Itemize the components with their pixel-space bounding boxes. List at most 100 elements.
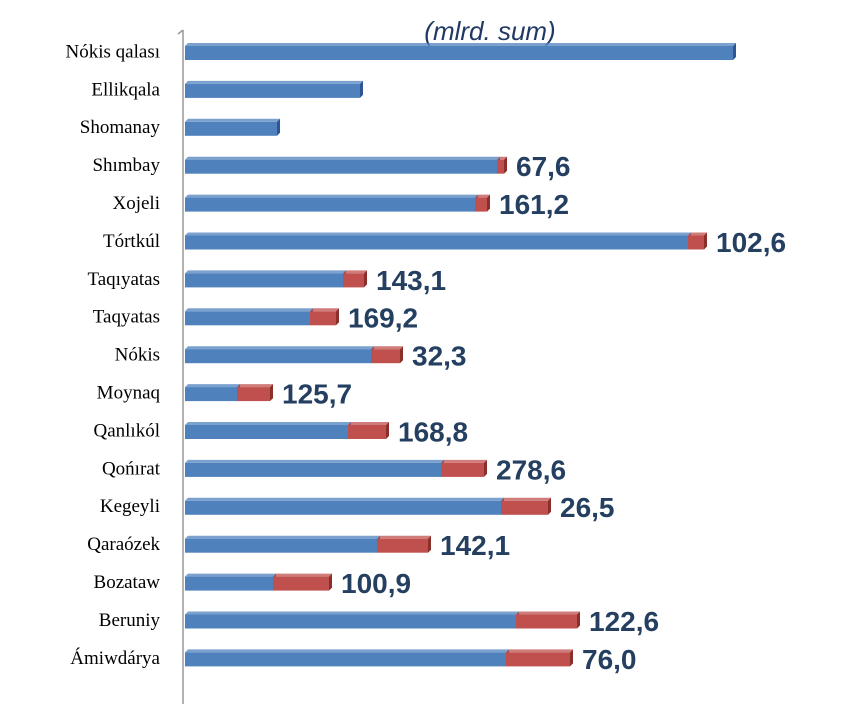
bar-top — [185, 232, 691, 236]
bar-top — [185, 346, 374, 350]
bar-top — [185, 611, 519, 615]
bar-segment — [185, 235, 688, 250]
bar-top — [377, 535, 431, 539]
bar-segment — [310, 311, 336, 326]
bar-segment — [185, 500, 501, 515]
bar-side — [428, 535, 431, 553]
bar-top — [185, 194, 478, 198]
bar-top — [475, 194, 490, 198]
bar-segment — [185, 197, 475, 212]
category-label: Ámiwdárya — [70, 647, 160, 669]
bar-side — [548, 497, 551, 515]
bar-segment — [348, 425, 386, 439]
category-label: Nókis — [115, 345, 160, 366]
bar-segment — [185, 159, 497, 174]
bar-side — [504, 156, 507, 174]
bar-top — [185, 270, 346, 274]
bar-segment — [185, 614, 516, 629]
bar-top — [516, 611, 580, 615]
data-label: 122,6 — [589, 606, 659, 637]
bar-segment — [273, 576, 329, 591]
bar-side — [704, 232, 707, 250]
bar-segment — [506, 652, 570, 667]
category-label: Bozataw — [94, 572, 161, 593]
data-label: 76,0 — [582, 644, 637, 675]
bar-side — [570, 649, 573, 667]
bar-side — [577, 611, 580, 629]
bar-top — [688, 232, 707, 236]
data-label: 100,9 — [341, 568, 411, 599]
bar-segment — [185, 46, 733, 60]
bar-segment — [516, 614, 577, 629]
data-label: 161,2 — [499, 189, 569, 220]
bar-top — [185, 118, 280, 122]
bar-top — [185, 573, 276, 577]
bar-segment — [185, 538, 377, 553]
bar-side — [270, 384, 273, 402]
data-label: 125,7 — [282, 378, 352, 409]
bar-top — [185, 497, 504, 501]
category-label: Shomanay — [80, 117, 161, 138]
bar-segment — [185, 387, 237, 402]
bar-top — [273, 573, 332, 577]
bar-top — [348, 422, 389, 425]
data-label: 67,6 — [516, 151, 571, 182]
bar-side — [400, 346, 403, 364]
data-label: 143,1 — [376, 265, 446, 296]
category-label: Shımbay — [92, 155, 160, 176]
axis-line-3d — [177, 29, 184, 35]
bar-side — [733, 43, 736, 60]
category-label: Qanlıkól — [94, 420, 161, 441]
category-label: Taqyatas — [93, 307, 160, 328]
data-label: 278,6 — [496, 454, 566, 485]
bar-top — [343, 270, 367, 274]
bar-top — [185, 422, 351, 425]
category-label: Kegeyli — [100, 496, 160, 517]
bar-top — [441, 459, 487, 463]
category-label: Beruniy — [99, 610, 161, 631]
category-label: Tórtkúl — [103, 231, 160, 252]
bar-top — [371, 346, 403, 350]
bar-top — [185, 459, 444, 463]
bar-segment — [185, 349, 371, 364]
bar-segment — [475, 197, 487, 212]
bar-top — [185, 535, 380, 539]
bar-side — [329, 573, 332, 591]
bar-segment — [185, 121, 277, 136]
category-label: Xojeli — [113, 193, 161, 214]
bar-top — [310, 308, 339, 312]
bar-segment — [185, 311, 310, 326]
bar-segment — [185, 83, 360, 98]
bar-top — [501, 497, 551, 501]
bar-side — [364, 270, 367, 288]
bar-segment — [185, 462, 441, 477]
data-label: 102,6 — [716, 227, 786, 258]
bar-side — [484, 459, 487, 477]
bar-segment — [501, 500, 548, 515]
data-label: 169,2 — [348, 303, 418, 334]
bar-segment — [237, 387, 270, 402]
subtitle: (mlrd. sum) — [424, 16, 555, 46]
category-label: Nókis qalası — [66, 41, 160, 62]
bar-segment — [497, 159, 504, 174]
bar-segment — [185, 425, 348, 439]
bar-top — [185, 649, 509, 653]
data-label: 26,5 — [560, 492, 615, 523]
data-label: 168,8 — [398, 416, 468, 447]
bar-side — [487, 194, 490, 212]
bar-top — [237, 384, 273, 388]
bar-side — [386, 422, 389, 439]
bar-top — [185, 308, 313, 312]
bar-top — [185, 43, 736, 46]
category-label: Qaraózek — [87, 534, 160, 555]
bar-segment — [441, 462, 484, 477]
bar-top — [185, 156, 500, 160]
bar-top — [185, 384, 240, 388]
category-label: Taqıyatas — [87, 269, 160, 290]
data-label: 32,3 — [412, 341, 467, 372]
data-label: 142,1 — [440, 530, 510, 561]
bar-segment — [185, 273, 343, 288]
bar-segment — [377, 538, 428, 553]
bar-top — [506, 649, 573, 653]
